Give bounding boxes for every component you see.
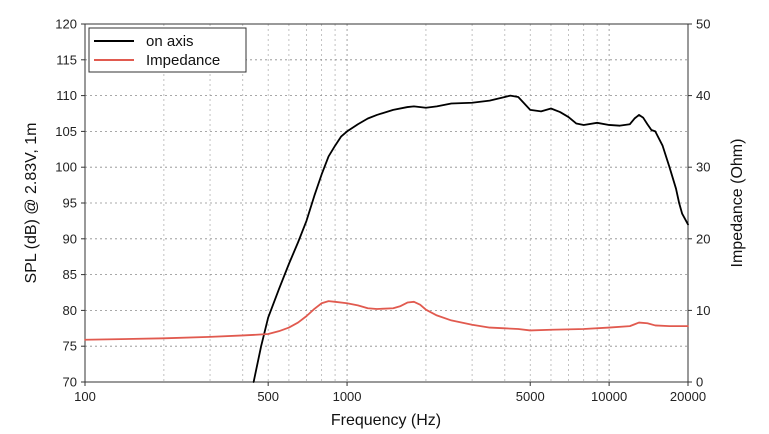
series-line-on-axis [252, 94, 689, 383]
y-tick-label: 85 [63, 267, 77, 282]
y2-tick-label: 40 [696, 88, 710, 103]
x-tick-label: 20000 [670, 389, 706, 404]
x-tick-label: 500 [257, 389, 279, 404]
y-tick-label: 75 [63, 339, 77, 354]
legend: on axis Impedance [88, 27, 247, 73]
y-tick-label: 80 [63, 303, 77, 318]
y-tick-label: 95 [63, 196, 77, 211]
y-axis-title: SPL (dB) @ 2.83V, 1m [23, 123, 40, 284]
y-tick-label: 120 [55, 17, 77, 32]
y2-tick-label: 0 [696, 375, 703, 390]
y2-tick-label: 30 [696, 160, 710, 175]
series-line-impedance [84, 300, 689, 341]
x-tick-label: 5000 [516, 389, 545, 404]
y-tick-label: 90 [63, 231, 77, 246]
left-axis-ticks: 70 75 80 85 90 95 100 105 110 115 120 [55, 17, 85, 390]
legend-label-on-axis: on axis [146, 33, 194, 50]
x-tick-label: 100 [74, 389, 96, 404]
x-axis-ticks: 100 500 1000 5000 10000 20000 [74, 382, 706, 404]
right-axis-ticks: 0 10 20 30 40 50 [688, 17, 710, 390]
y2-tick-label: 10 [696, 303, 710, 318]
y-tick-label: 115 [56, 52, 77, 67]
x-axis-title: Frequency (Hz) [331, 412, 441, 429]
legend-label-impedance: Impedance [146, 52, 220, 69]
y2-tick-label: 50 [696, 17, 710, 32]
y2-axis-title: Impedance (Ohm) [729, 139, 746, 268]
x-tick-label: 10000 [591, 389, 627, 404]
x-tick-label: 1000 [333, 389, 362, 404]
y-tick-label: 100 [55, 160, 77, 175]
series-layer [84, 94, 689, 383]
y-tick-label: 110 [56, 88, 77, 103]
y-tick-label: 105 [55, 124, 77, 139]
y-tick-label: 70 [63, 375, 77, 390]
y2-tick-label: 20 [696, 231, 710, 246]
legend-box [88, 27, 247, 73]
